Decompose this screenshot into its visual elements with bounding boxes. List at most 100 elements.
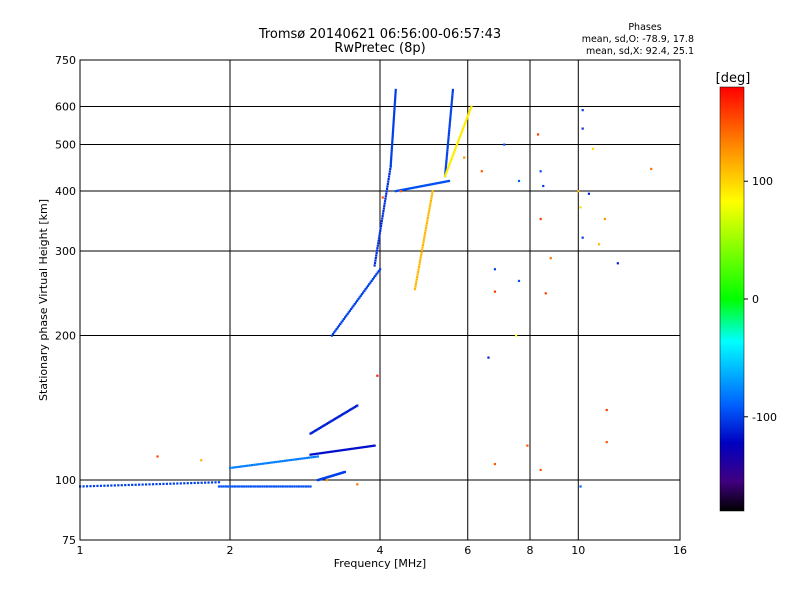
trace-point (330, 450, 333, 453)
trace-point (89, 485, 92, 488)
x-tick-label: 8 (527, 544, 534, 557)
trace-point (414, 186, 417, 189)
echo-point (517, 279, 521, 283)
trace-point (431, 192, 434, 195)
trace-point (309, 485, 312, 488)
echo-point (549, 257, 552, 260)
trace-point (373, 264, 376, 267)
trace-point (340, 321, 343, 324)
trace-point (326, 421, 330, 425)
trace-point (328, 450, 331, 454)
plot-frame (79, 59, 681, 541)
trace-point (447, 179, 451, 183)
trace-point (451, 93, 454, 96)
trace-point (342, 317, 345, 321)
trace-point (355, 447, 359, 450)
trace-point (110, 484, 113, 487)
trace-point (332, 418, 336, 421)
trace-point (343, 412, 346, 415)
trace-point (249, 485, 253, 488)
trace-point (390, 153, 393, 157)
trace-point (392, 123, 395, 126)
trace-point (233, 485, 237, 488)
trace-point (393, 100, 397, 103)
trace-point (391, 132, 394, 136)
trace-point (297, 485, 301, 488)
trace-point (414, 283, 417, 286)
trace-point (264, 462, 267, 465)
echo-point (581, 109, 584, 112)
trace-point (317, 427, 320, 430)
trace-point (341, 319, 344, 322)
trace-point (418, 263, 421, 266)
trace-point (210, 481, 214, 484)
echo-point (605, 441, 608, 444)
trace-point (467, 112, 470, 115)
trace-point (113, 484, 116, 487)
trace-point (335, 327, 338, 331)
trace-point (442, 180, 445, 184)
trace-point (390, 148, 393, 151)
trace-point (387, 175, 391, 178)
trace-point (395, 189, 399, 192)
trace-point (415, 280, 418, 283)
trace-point (391, 136, 394, 139)
trace-point (454, 147, 457, 150)
trace-point (334, 329, 337, 332)
trace-point (447, 164, 451, 167)
trace-point (247, 485, 250, 488)
trace-point (455, 143, 459, 146)
trace-point (447, 136, 450, 139)
trace-point (354, 447, 357, 450)
echo-point (517, 179, 521, 183)
trace-point (239, 465, 243, 468)
trace-point (339, 414, 343, 417)
trace-point (393, 107, 396, 111)
trace-point (423, 184, 427, 187)
trace-point (425, 221, 429, 225)
trace-point (451, 88, 455, 92)
trace-point (375, 252, 378, 255)
trace-point (346, 448, 349, 451)
trace-point (372, 276, 376, 279)
trace-point (373, 444, 376, 447)
x-tick-label: 16 (673, 544, 687, 557)
trace-point (389, 161, 393, 164)
echo-point (200, 459, 203, 462)
trace-point (413, 288, 417, 291)
trace-point (352, 406, 355, 409)
trace-point (416, 273, 419, 276)
trace-point (410, 186, 413, 190)
trace-point (446, 180, 449, 183)
trace-point (389, 167, 392, 171)
trace-point (270, 485, 273, 488)
trace-point (281, 485, 285, 488)
trace-point (421, 184, 424, 188)
x-tick-label: 6 (464, 544, 471, 557)
chart-subtitle: RwPretec (8p) (334, 41, 425, 56)
trace-point (233, 466, 236, 469)
colorbar-tick-label: 0 (752, 293, 759, 306)
echo-point (650, 167, 653, 171)
trace-point (351, 306, 354, 309)
trace-point (294, 458, 298, 461)
trace-point (323, 451, 327, 454)
trace-point (370, 444, 373, 448)
grid-lines (80, 60, 680, 540)
trace-point (392, 121, 395, 124)
trace-point (272, 461, 276, 464)
trace-point (448, 127, 451, 130)
trace-point (92, 484, 96, 488)
trace-point (409, 187, 412, 190)
trace-point (379, 224, 383, 228)
trace-point (330, 419, 333, 423)
trace-point (297, 457, 300, 461)
echo-point (515, 334, 518, 337)
trace-point (322, 424, 325, 428)
trace-point (335, 449, 338, 453)
trace-point (444, 168, 447, 171)
trace-point (449, 159, 453, 162)
trace-point (447, 166, 450, 169)
trace-point (393, 102, 396, 105)
trace-point (314, 455, 317, 458)
